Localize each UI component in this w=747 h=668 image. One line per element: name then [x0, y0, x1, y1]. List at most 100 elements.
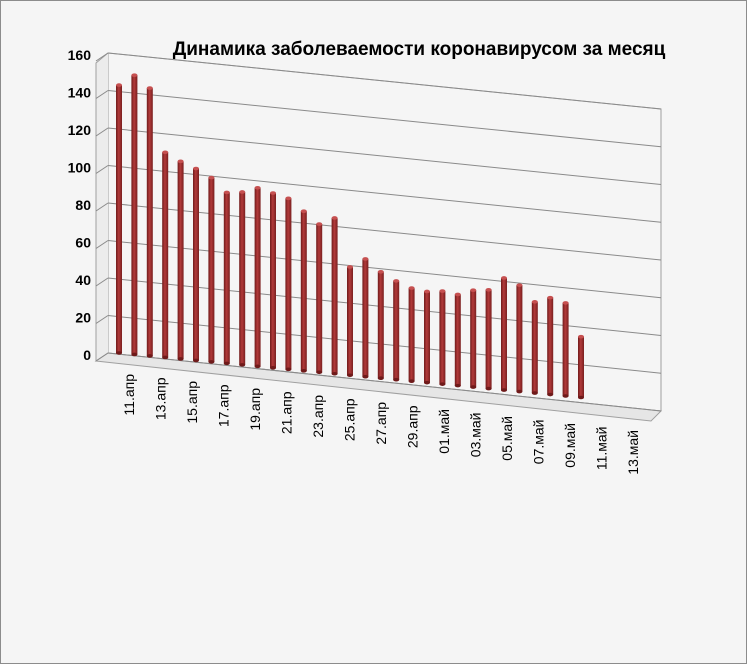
gridline [107, 277, 662, 336]
bar-cap [193, 166, 199, 171]
bar-body [285, 198, 292, 370]
bar-body [362, 258, 369, 377]
bar [177, 159, 184, 361]
x-tick-label: 15.апр [184, 381, 200, 424]
gridline-side [95, 202, 109, 212]
bar-body [300, 211, 307, 371]
bar [470, 288, 477, 389]
bar-body [116, 85, 122, 353]
bar-base [547, 392, 554, 397]
bar [562, 301, 569, 398]
bar-cap [578, 334, 584, 339]
gridline [107, 90, 662, 148]
bar-body [270, 193, 276, 368]
gridline [107, 202, 662, 261]
bar-base [300, 368, 307, 373]
bar-base [208, 360, 215, 364]
bar-base [316, 370, 323, 375]
bar-body [347, 266, 353, 376]
bar-body [208, 177, 215, 362]
x-tick-label: 29.апр [405, 405, 421, 448]
bar [285, 196, 292, 372]
bar [347, 265, 353, 378]
bar-body [470, 290, 477, 388]
bar-body [393, 280, 400, 380]
bar-base [424, 380, 430, 385]
bar-cap [531, 300, 538, 304]
bar-body [439, 291, 446, 385]
bar [223, 190, 230, 366]
bar-cap [177, 159, 184, 164]
bar [193, 166, 199, 363]
bar-cap [562, 301, 569, 305]
chart-title: Динамика заболеваемости коронавирусом за… [173, 39, 666, 60]
x-tick-label: 13.апр [153, 377, 169, 420]
x-tick-label: 11.апр [121, 374, 137, 416]
x-tick-label: 03.май [468, 413, 484, 458]
bar-body [131, 75, 138, 355]
bar-cap [470, 288, 477, 293]
gridline-side [95, 52, 109, 62]
bar-cap [239, 190, 246, 194]
bar-base [331, 371, 338, 376]
gridline-side [95, 165, 109, 174]
bar-base [377, 376, 384, 381]
bar-base [439, 382, 446, 386]
x-tick-label: 23.апр [310, 395, 326, 438]
bar [516, 283, 523, 394]
bar-base [578, 395, 584, 400]
bar-base [501, 388, 507, 392]
bar-cap [424, 289, 430, 294]
bar-body [377, 271, 384, 379]
bar-cap [547, 295, 554, 300]
bar [162, 150, 169, 360]
gridline-side [95, 315, 109, 324]
bar [254, 185, 261, 369]
x-tick-label: 13.май [625, 430, 641, 475]
bar-cap [162, 150, 169, 155]
bar [454, 292, 461, 388]
bar-base [162, 355, 169, 360]
bar-body [578, 336, 584, 398]
bar-base [393, 377, 400, 382]
x-tick-label: 25.апр [342, 398, 358, 441]
bar-base [239, 363, 246, 367]
grid-lines [95, 52, 662, 412]
bar-body [223, 192, 230, 364]
bar-body [331, 217, 338, 374]
y-tick-label: 60 [75, 235, 91, 251]
bars [116, 73, 584, 400]
bar-cap [408, 286, 415, 290]
bar-body [485, 289, 492, 389]
y-tick-label: 20 [75, 310, 91, 326]
x-tick-label: 17.апр [216, 384, 232, 427]
bar-base [193, 358, 199, 363]
bar-body [239, 191, 246, 365]
bar [531, 300, 538, 395]
gridline [107, 240, 662, 299]
bar-body [501, 277, 507, 391]
x-tick-label: 27.апр [373, 402, 389, 445]
bar-base [116, 351, 122, 355]
bar-cap [362, 257, 369, 261]
bar [208, 175, 215, 364]
bar-cap [131, 73, 138, 77]
y-tick-label: 160 [68, 47, 92, 63]
y-axis: 0 20 40 60 80 100 120 140 160 [68, 47, 92, 363]
bar-base [146, 354, 153, 358]
bar-body [146, 88, 153, 356]
bar-base [562, 394, 569, 398]
x-tick-label: 09.май [562, 423, 578, 468]
bar-cap [485, 287, 492, 292]
bar [116, 83, 122, 355]
gridline [107, 165, 662, 223]
bar-cap [347, 265, 353, 269]
bar-body [162, 152, 169, 358]
y-tick-label: 0 [83, 347, 91, 363]
bar [439, 289, 446, 386]
gridline-side [95, 277, 109, 287]
bar-base [531, 391, 538, 395]
x-tick-label: 19.апр [247, 388, 263, 431]
